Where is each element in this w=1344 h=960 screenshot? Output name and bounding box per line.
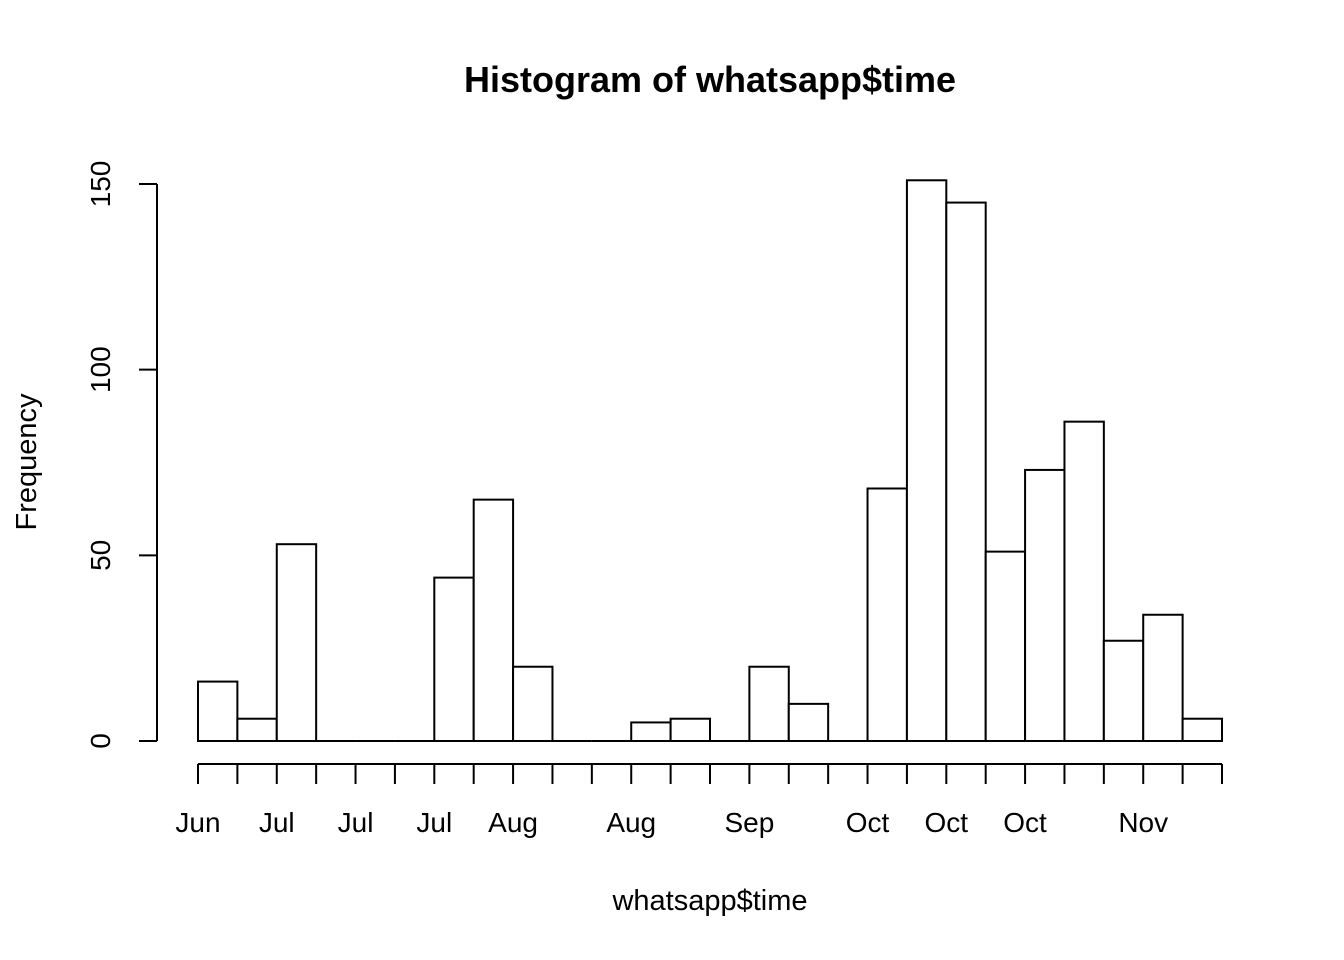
histogram-bar [433,576,475,743]
x-tick-label: Sep [724,807,774,838]
histogram-bar [275,543,318,743]
x-tick-label: Aug [606,807,656,838]
x-tick-label: Aug [488,807,538,838]
x-tick-label: Nov [1118,807,1168,838]
y-tick-label: 0 [85,733,116,749]
x-tick-label: Jul [259,807,295,838]
histogram-bar [866,487,908,743]
x-tick-label: Oct [925,807,969,838]
x-tick-label: Jun [175,807,220,838]
y-axis-label: Frequency [11,393,43,531]
y-axis: 0 50 100 150 [85,161,158,749]
histogram-bar [1024,468,1066,742]
histogram-bar [1102,639,1145,742]
x-tick-label: Jul [338,807,374,838]
histogram-bar [984,550,1027,742]
chart-title: Histogram of whatsapp$time [464,59,956,100]
histogram-bar [945,201,987,743]
histogram-bar [1142,613,1184,742]
histogram-bar [905,179,948,742]
histogram-bar [630,721,672,743]
histogram-bar [512,665,554,743]
histogram-bar [472,498,515,742]
bars-group [197,179,1223,743]
y-tick-label: 150 [85,161,116,208]
x-tick-label: Jul [416,807,452,838]
histogram-bar [236,717,278,742]
x-tick-label: Oct [846,807,890,838]
x-axis-label: whatsapp$time [611,885,807,917]
x-tick-label: Oct [1003,807,1047,838]
histogram-bar [1063,420,1105,742]
y-tick-label: 100 [85,346,116,393]
histogram-bar [787,702,830,742]
y-tick-label: 50 [85,540,116,571]
histogram-bar [197,680,239,743]
histogram-bar [669,717,711,742]
histogram-bar [1181,717,1223,742]
histogram-bar [748,665,790,743]
x-axis: Jun Jul Jul Jul Aug Aug Sep Oct Oct Oct Nov [175,763,1223,838]
